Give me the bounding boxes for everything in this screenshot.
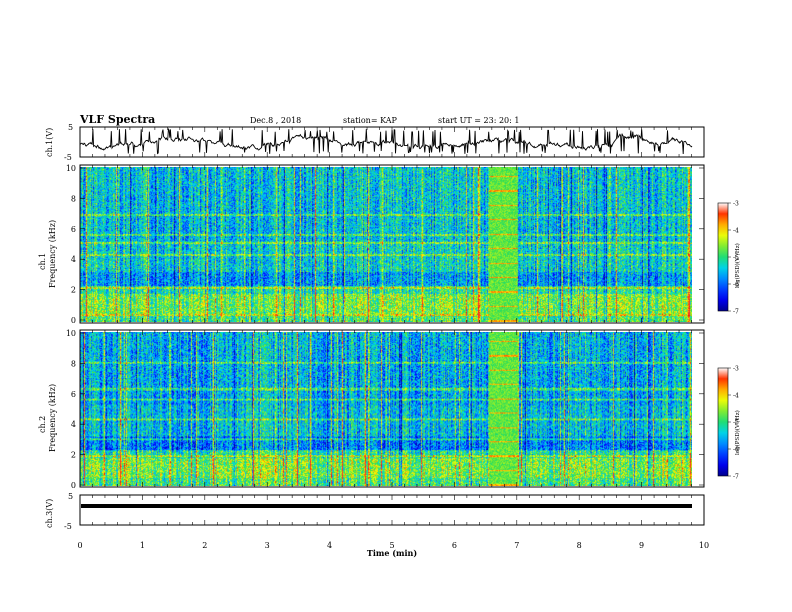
- ch3-waveform-panel: 5 -5 ch.3(V) 0 1 2 3 4 5 6 7 8 9 10 Time (min): [45, 492, 709, 558]
- x-tick-label: 8: [577, 541, 582, 550]
- colorbar-tick-label: -7: [733, 309, 739, 316]
- ch3-ytick-bottom: -5: [64, 522, 72, 531]
- start-time-label: start UT = 23: 20: 1: [438, 116, 519, 125]
- ch1-spectrogram-ylabel-frequency: Frequency (kHz): [48, 220, 57, 288]
- colorbar-tick-label: -7: [733, 474, 739, 481]
- y-tick-label: 4: [71, 420, 76, 429]
- y-tick-label: 2: [71, 286, 76, 295]
- ch1-colorbar-label: log(PSD)(V²/Hz): [734, 243, 741, 288]
- x-tick-label: 9: [639, 541, 644, 550]
- ch1-colorbar: -3 -4 -5 -6 -7 log(PSD)(V²/Hz): [717, 201, 741, 316]
- ch1-ytick-bottom: -5: [64, 153, 72, 162]
- ch1-spectrogram-ylabel-channel: ch.1: [38, 253, 47, 270]
- x-tick-label: 4: [327, 541, 332, 550]
- x-tick-label: 7: [514, 541, 519, 550]
- colorbar-tick-label: -5: [733, 255, 739, 262]
- x-tick-label: 1: [140, 541, 145, 550]
- figure-title: VLF Spectra: [79, 113, 155, 126]
- y-tick-label: 4: [71, 255, 76, 264]
- y-tick-label: 0: [71, 316, 76, 325]
- colorbar-tick-label: -5: [733, 420, 739, 427]
- x-tick-label: 5: [389, 541, 394, 550]
- colorbar-tick-label: -3: [733, 366, 739, 373]
- colorbar-tick-label: -6: [733, 282, 739, 289]
- ch2-spectrogram-ylabel-frequency: Frequency (kHz): [48, 384, 57, 452]
- station-label: station= KAP: [343, 116, 398, 125]
- x-tick-label: 3: [265, 541, 270, 550]
- y-tick-label: 8: [71, 359, 76, 368]
- ch1-spectrogram-panel: 0 2 4 6 8 10 ch.1 Frequency (kHz): [38, 164, 705, 325]
- ch2-colorbar-label: log(PSD)(V²/Hz): [734, 410, 741, 455]
- colorbar-tick-label: -3: [733, 201, 739, 208]
- y-tick-label: 2: [71, 451, 76, 460]
- ch1-waveform-ylabel: ch.1(V): [45, 128, 54, 157]
- y-tick-label: 6: [71, 390, 76, 399]
- colorbar-tick-label: -6: [733, 447, 739, 454]
- x-axis-label: Time (min): [367, 548, 417, 558]
- y-tick-label: 10: [66, 329, 76, 338]
- y-tick-label: 8: [71, 194, 76, 203]
- x-tick-label: 0: [77, 541, 82, 550]
- ch2-spectrogram-ylabel-channel: ch.2: [38, 416, 47, 433]
- x-tick-label: 6: [452, 541, 457, 550]
- x-tick-label: 10: [699, 541, 709, 550]
- ch2-spectrogram-panel: 0 2 4 6 8 10 ch.2 Frequency (kHz): [38, 329, 705, 490]
- ch1-ytick-top: 5: [68, 123, 73, 132]
- ch3-ytick-top: 5: [68, 492, 73, 501]
- y-tick-label: 6: [71, 225, 76, 234]
- ch2-spectrogram-image: [80, 332, 692, 486]
- ch2-colorbar: -3 -4 -5 -6 -7 log(PSD)(V²/Hz): [717, 366, 741, 481]
- y-tick-label: 0: [71, 481, 76, 490]
- ch1-spectrogram-image: [80, 167, 692, 322]
- ch3-waveform-ylabel: ch.3(V): [45, 499, 54, 528]
- colorbar-tick-label: -4: [733, 393, 739, 400]
- ch1-waveform-trace: [79, 127, 693, 155]
- colorbar-tick-label: -4: [733, 228, 739, 235]
- ch1-waveform-panel: 5 -5 ch.1(V): [45, 123, 705, 162]
- x-tick-label: 2: [202, 541, 207, 550]
- y-tick-label: 10: [66, 164, 76, 173]
- date-label: Dec.8 , 2018: [250, 116, 301, 125]
